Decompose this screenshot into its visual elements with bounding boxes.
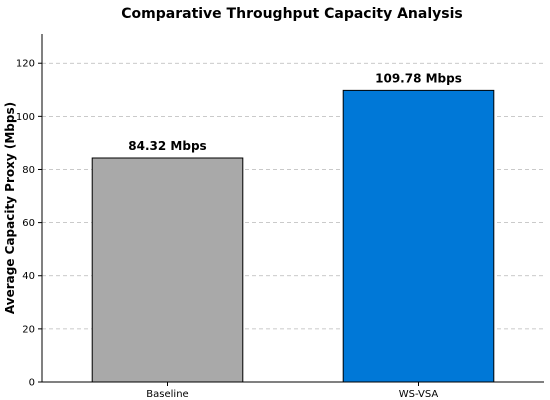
y-tick-label: 20: [22, 324, 35, 335]
bar-ws-vsa: [342, 89, 495, 383]
data-label: 109.78 Mbps: [375, 71, 462, 85]
y-tick-label: 60: [22, 218, 35, 229]
chart-title: Comparative Throughput Capacity Analysis: [121, 6, 462, 22]
y-tick-label: 120: [16, 59, 35, 70]
x-tick-label: WS-VSA: [399, 389, 439, 400]
y-axis-label: Average Capacity Proxy (Mbps): [3, 102, 17, 314]
bars: [91, 89, 495, 383]
y-tick-label: 40: [22, 271, 35, 282]
data-labels: 84.32 Mbps 109.78 Mbps: [128, 71, 462, 153]
x-tick-label: Baseline: [146, 389, 188, 400]
y-tick-label: 80: [22, 165, 35, 176]
tick-labels: 0 20 40 60 80 100 120 Baseline WS-VSA: [16, 59, 438, 400]
y-tick-label: 0: [29, 378, 35, 389]
axes: [38, 34, 544, 386]
bar-baseline: [91, 157, 244, 383]
y-tick-label: 100: [16, 112, 35, 123]
data-label: 84.32 Mbps: [128, 139, 206, 153]
